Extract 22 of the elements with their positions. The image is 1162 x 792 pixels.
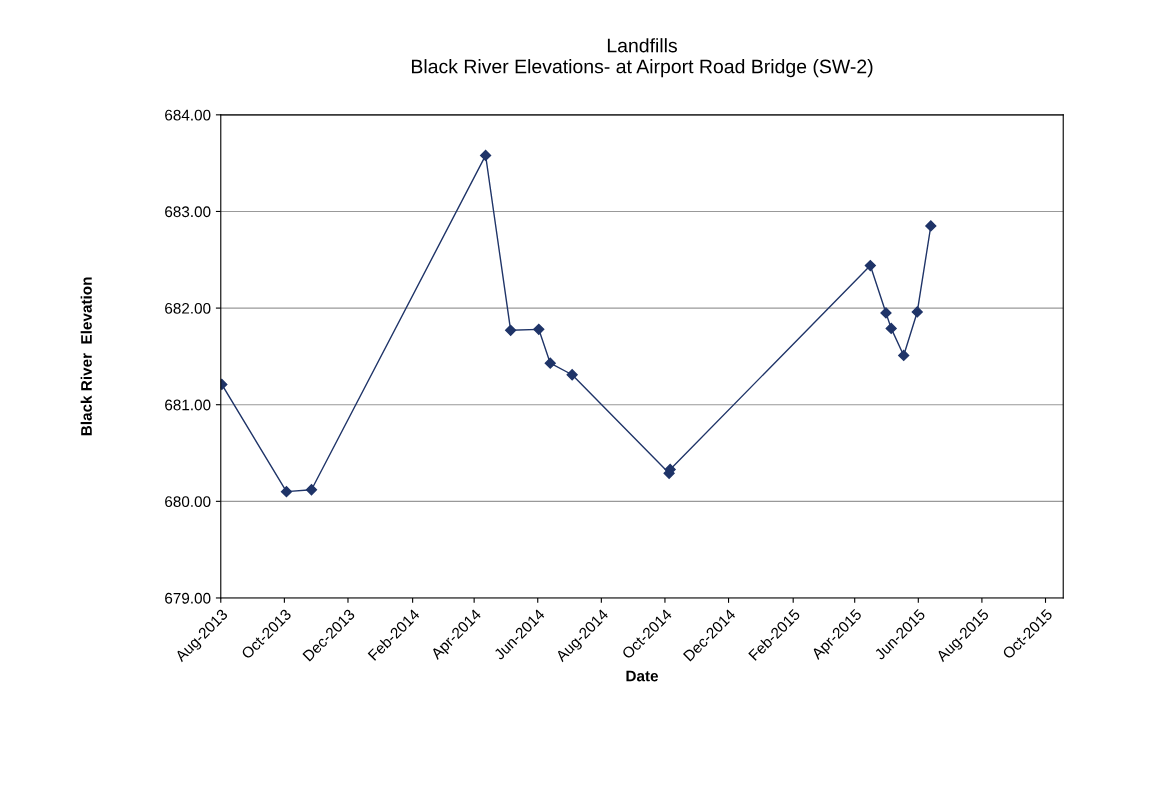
- point: [480, 149, 492, 162]
- point: [925, 220, 937, 232]
- point: [566, 369, 578, 381]
- point: [533, 323, 545, 335]
- point: [898, 349, 910, 362]
- point: [864, 259, 876, 272]
- chart-title: Landfills Black River Elevations- at Airport Road Bridge (SW-2): [411, 38, 873, 78]
- y-tick-label: 679.00: [165, 592, 211, 604]
- point: [885, 322, 897, 334]
- x-axis-title: Date: [626, 670, 659, 682]
- point: [544, 357, 556, 369]
- point: [280, 486, 293, 498]
- y-tick-label: 681.00: [165, 399, 211, 411]
- point: [911, 306, 923, 318]
- y-axis-title: Black River Elevation: [80, 277, 92, 436]
- y-tick-label: 684.00: [165, 109, 211, 121]
- y-tick-label: 680.00: [165, 496, 211, 508]
- point: [305, 484, 318, 496]
- point: [880, 307, 892, 319]
- y-tick-label: 682.00: [165, 302, 211, 314]
- y-tick-label: 683.00: [165, 206, 211, 218]
- point: [505, 324, 517, 336]
